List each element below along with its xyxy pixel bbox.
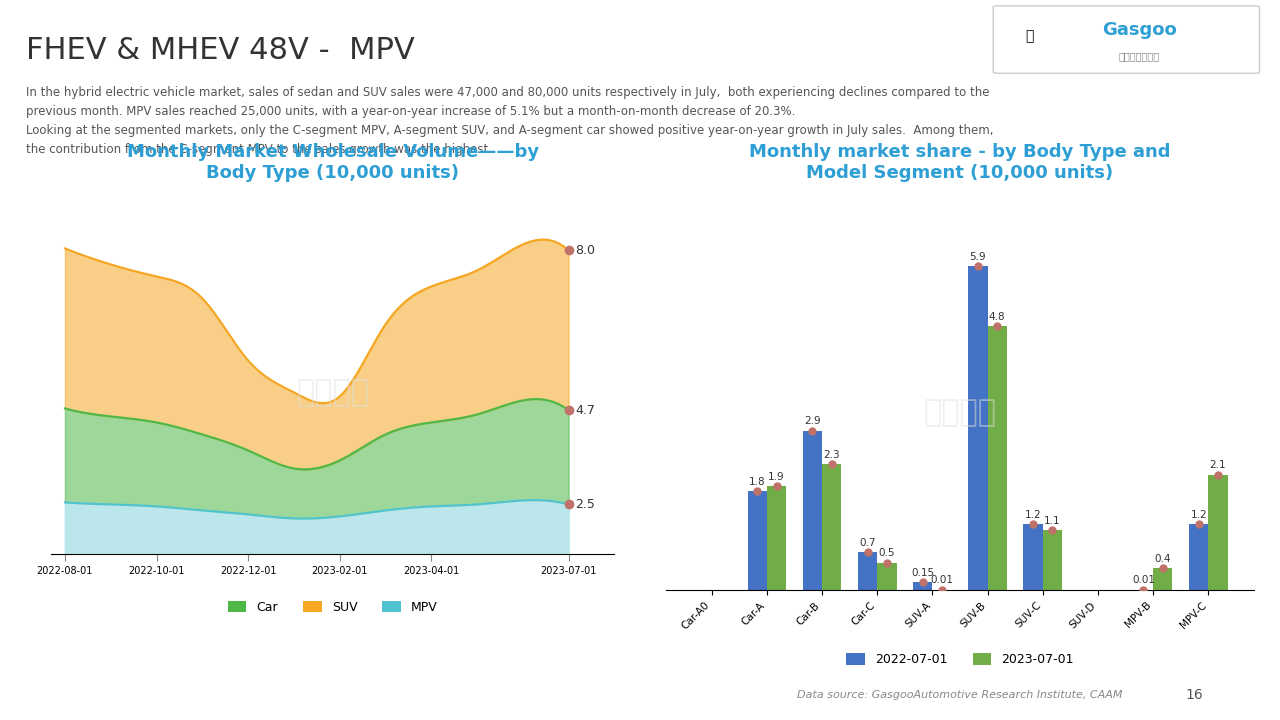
Text: Data source: GasgooAutomotive Research Institute, CAAM: Data source: GasgooAutomotive Research I… [797,690,1123,700]
Text: 0.4: 0.4 [1155,554,1171,564]
Text: 0.01: 0.01 [1132,575,1155,585]
Text: 1.2: 1.2 [1190,510,1207,520]
Text: 盖世汽车: 盖世汽车 [296,378,370,407]
Text: Gasgoo: Gasgoo [1158,27,1240,45]
Title: Monthly Market Wholesale Volume——by
Body Type (10,000 units): Monthly Market Wholesale Volume——by Body… [127,143,539,181]
Bar [968,266,988,590]
Text: 4.8: 4.8 [989,312,1006,322]
Bar [1189,524,1208,590]
Text: 1.2: 1.2 [1025,510,1042,520]
Legend: Car, SUV, MPV: Car, SUV, MPV [221,595,444,620]
Text: 0.5: 0.5 [878,549,895,559]
Text: 0.15: 0.15 [911,568,934,577]
Bar [1024,524,1043,590]
Bar [748,491,767,590]
Text: 8.0: 8.0 [576,244,595,257]
Text: 盖世汽车: 盖世汽车 [923,397,997,427]
Text: 1.8: 1.8 [749,477,765,487]
Text: 16: 16 [1185,688,1203,702]
Bar [803,431,822,590]
Bar [877,563,896,590]
Legend: 2022-07-01, 2023-07-01: 2022-07-01, 2023-07-01 [841,648,1079,671]
Text: In the hybrid electric vehicle market, sales of sedan and SUV sales were 47,000 : In the hybrid electric vehicle market, s… [26,86,993,156]
Text: 2.9: 2.9 [804,416,820,426]
Text: Gasgoo: Gasgoo [1102,21,1176,39]
Text: 5.9: 5.9 [970,251,987,261]
Bar [1043,530,1062,590]
Text: 🚗: 🚗 [1025,30,1033,43]
Text: 1.1: 1.1 [1044,516,1061,526]
Bar [858,552,877,590]
Text: 0.01: 0.01 [931,575,954,585]
Text: 1.9: 1.9 [768,472,785,482]
Text: 盖世汽车研究院: 盖世汽车研究院 [1119,51,1160,60]
Text: 2.1: 2.1 [1210,461,1226,470]
Title: Monthly market share - by Body Type and
Model Segment (10,000 units): Monthly market share - by Body Type and … [749,143,1171,181]
FancyBboxPatch shape [993,6,1260,73]
Text: 2.5: 2.5 [576,498,595,511]
Bar [822,464,841,590]
Text: 0.7: 0.7 [859,538,876,547]
Bar [1153,568,1172,590]
Bar [988,326,1007,590]
Text: FHEV & MHEV 48V -  MPV: FHEV & MHEV 48V - MPV [26,36,415,65]
Text: 2.3: 2.3 [823,449,840,459]
Bar [767,486,786,590]
Bar [1208,475,1228,590]
Text: 4.7: 4.7 [576,404,595,417]
Text: 盖世汽车研究院: 盖世汽车研究院 [1198,60,1240,70]
Bar [913,582,932,590]
